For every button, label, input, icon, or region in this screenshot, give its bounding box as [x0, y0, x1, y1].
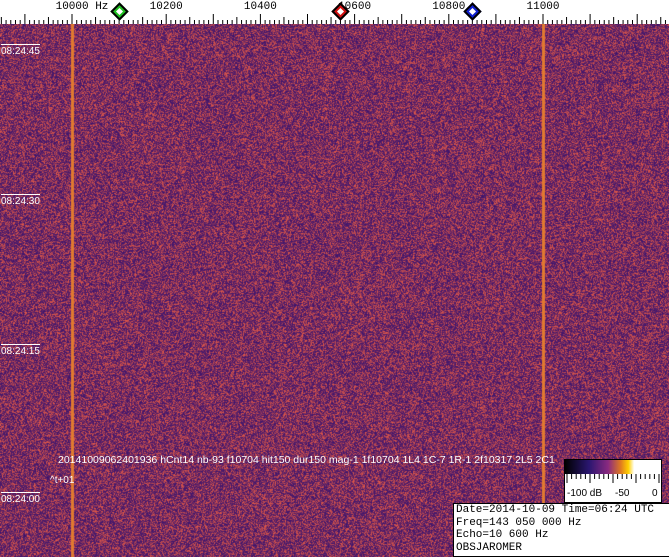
color-gradient [565, 460, 661, 474]
frequency-label: 11000 [526, 1, 559, 13]
frequency-label: 10800 [432, 1, 465, 13]
frequency-label: 10200 [150, 1, 183, 13]
echo-frequency: Echo=10 600 Hz [456, 529, 669, 542]
time-label: 08:24:45 [1, 44, 40, 57]
color-scale-ticks [565, 474, 661, 484]
scale-label: -100 dB [567, 488, 602, 499]
detection-info: 20141009062401936 hCnt14 nb-93 f10704 hi… [58, 454, 555, 466]
frequency-label: 10000 Hz [56, 1, 109, 13]
time-label: 08:24:30 [1, 194, 40, 207]
info-box: Date=2014-10-09 Time=06:24 UTC Freq=143 … [453, 503, 669, 557]
color-scale: -100 dB -50 0 [564, 459, 662, 503]
time-label: 08:24:15 [1, 344, 40, 357]
date-time: Date=2014-10-09 Time=06:24 UTC [456, 504, 669, 517]
frequency-ruler[interactable]: 10000 Hz 10200 10400 10600 10800 11000 [0, 0, 669, 24]
scale-label: -50 [615, 488, 629, 499]
frequency: Freq=143 050 000 Hz [456, 517, 669, 530]
scale-label: 0 [652, 488, 658, 499]
time-offset: ^t+01 [50, 475, 74, 486]
time-label: 08:24:00 [1, 492, 40, 505]
frequency-label: 10400 [244, 1, 277, 13]
observer: OBSJAROMER [456, 542, 669, 555]
